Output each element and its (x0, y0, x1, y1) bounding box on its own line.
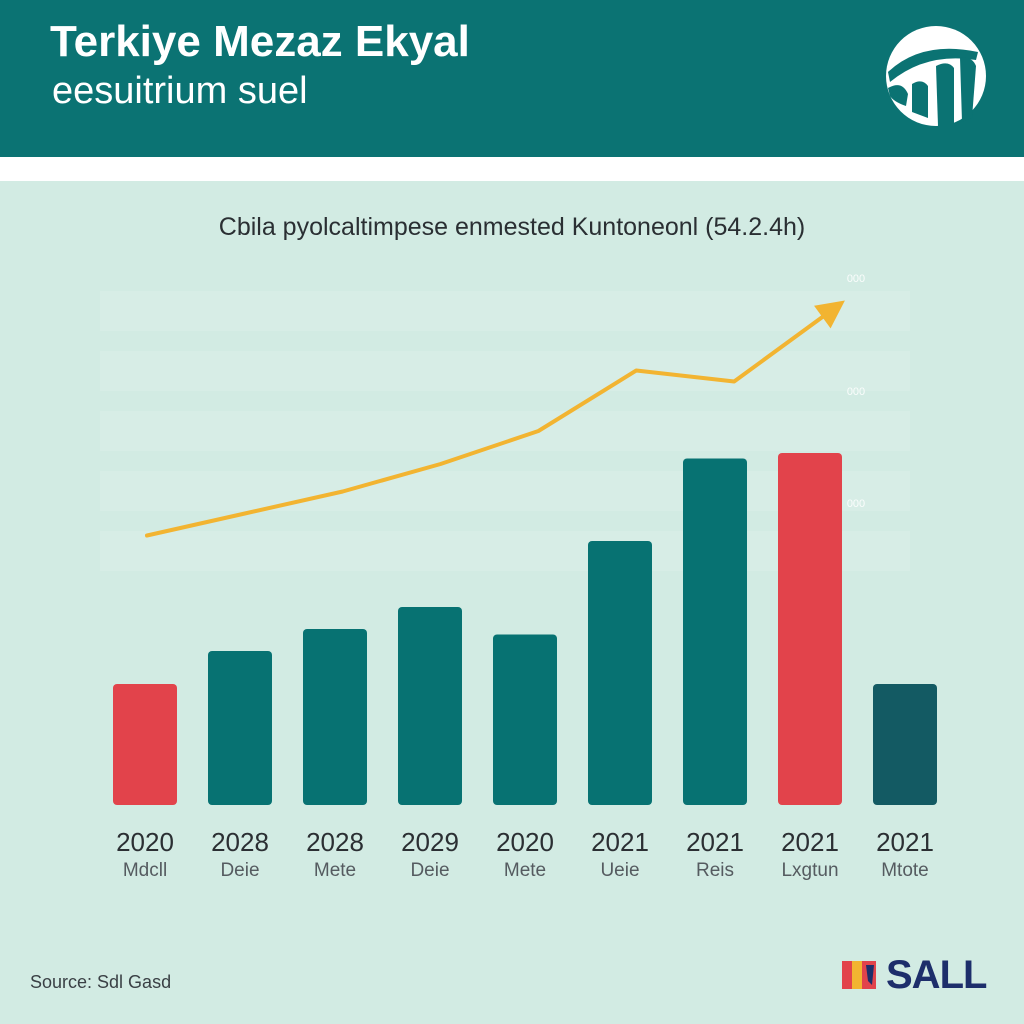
x-category-label: Deie (220, 860, 259, 881)
x-year-label: 2020 (116, 827, 174, 857)
grid-band (100, 411, 910, 451)
trend-line-layer (145, 300, 845, 538)
x-year-label: 2021 (781, 827, 839, 857)
y-tick-label: 000 (847, 273, 865, 285)
y-tick-label: 000 (847, 498, 865, 510)
page-subtitle: eesuitrium suel (52, 70, 308, 112)
x-category-label: Deie (410, 860, 449, 881)
chart-bar (778, 453, 842, 805)
chart-subtitle: Cbila pyolcaltimpese enmested Kuntoneonl… (219, 213, 805, 241)
x-year-label: 2028 (211, 827, 269, 857)
trend-line (145, 308, 834, 538)
bar-layer (113, 453, 937, 805)
x-year-label: 2029 (401, 827, 459, 857)
grid-layer: 000 000 000 (100, 273, 910, 571)
grid-band (100, 471, 910, 511)
x-category-label: Ueie (600, 860, 639, 881)
x-category-label: Mete (504, 860, 546, 881)
chart-bar (113, 684, 177, 805)
x-category-label: Reis (696, 860, 734, 881)
brand-name: SALL (886, 953, 987, 997)
chart-bar (493, 634, 557, 805)
x-year-label: 2021 (686, 827, 744, 857)
chart-bar (303, 629, 367, 805)
x-year-label: 2021 (876, 827, 934, 857)
header-divider (0, 157, 1024, 181)
x-category-label: Lxgtun (781, 860, 838, 881)
header-banner: Terkiye Mezaz Ekyal eesuitrium suel (0, 0, 1024, 157)
grid-band (100, 531, 910, 571)
brand-mark-icon (842, 961, 876, 989)
chart-bar (683, 458, 747, 805)
x-category-label: Mdcll (123, 860, 167, 881)
grid-band (100, 291, 910, 331)
chart-bar (398, 607, 462, 805)
grid-band (100, 351, 910, 391)
chart-bar (873, 684, 937, 805)
x-year-label: 2021 (591, 827, 649, 857)
page-title: Terkiye Mezaz Ekyal (50, 17, 470, 66)
chart-bar (588, 541, 652, 805)
source-note: Source: Sdl Gasd (30, 972, 172, 992)
brand-logo: SALL (842, 952, 987, 998)
axis-label-layer: 2020 Mdcll 2028 Deie 2028 Mete 2029 Deie 2020 Met… (116, 827, 934, 881)
x-year-label: 2028 (306, 827, 364, 857)
globe-logo-icon (886, 26, 986, 126)
bar-chart: Cbila pyolcaltimpese enmested Kuntoneonl… (100, 213, 937, 881)
chart-bar (208, 651, 272, 805)
trend-arrow-icon (814, 300, 845, 329)
x-category-label: Mete (314, 860, 356, 881)
x-year-label: 2020 (496, 827, 554, 857)
x-category-label: Mtote (881, 860, 929, 881)
y-tick-label: 000 (847, 386, 865, 398)
